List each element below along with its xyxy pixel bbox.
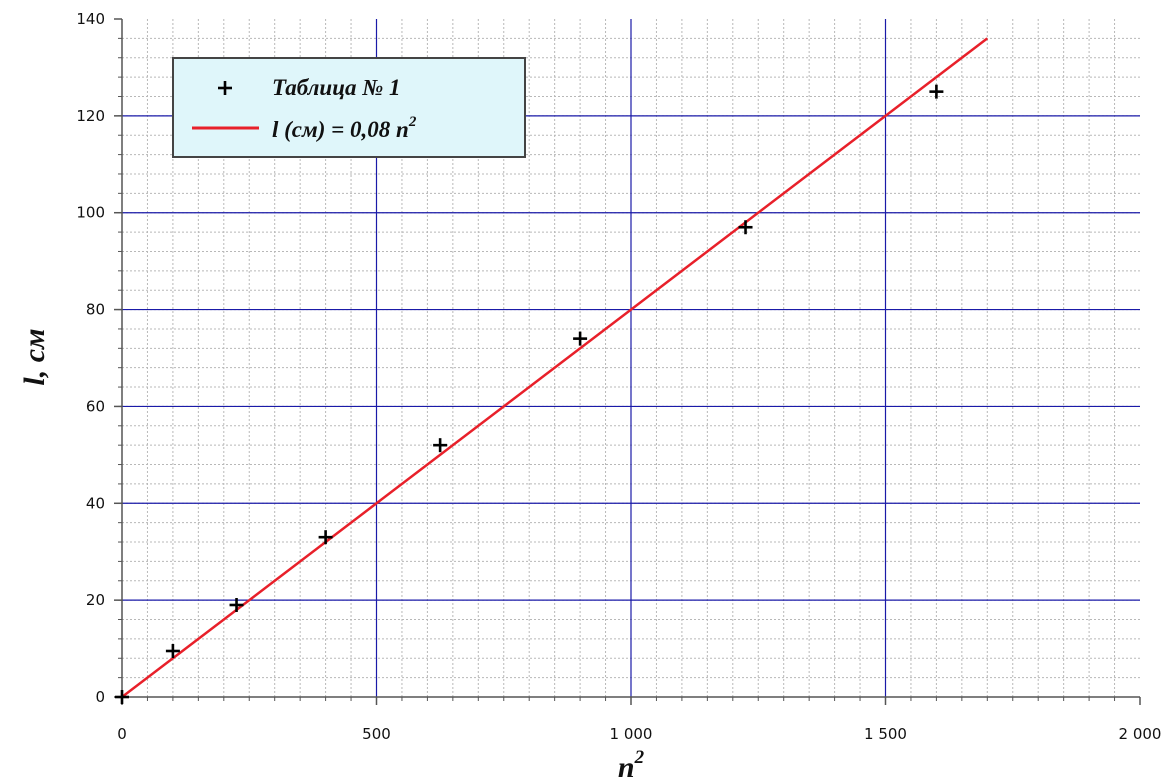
y-tick-label: 0: [95, 688, 105, 706]
data-point: [318, 530, 333, 545]
x-axis-title-superscript: 2: [634, 747, 645, 768]
series-layer: [115, 37, 989, 704]
y-axis-ticks: 0 20 40 60 80 100 120 140: [76, 10, 122, 706]
y-axis-title: l, см: [18, 328, 51, 385]
y-tick-label: 40: [86, 494, 105, 512]
x-tick-label: 2 000: [1119, 725, 1162, 743]
x-axis-title-base: n: [618, 751, 635, 781]
minor-grid: [122, 19, 1140, 697]
y-tick-label: 120: [76, 107, 105, 125]
y-tick-label: 60: [86, 397, 105, 415]
x-tick-label: 0: [117, 725, 127, 743]
x-axis-ticks: 0 500 1 000 1 500 2 000: [117, 697, 1161, 743]
legend-label-series-2-superscript: 2: [408, 114, 417, 130]
legend-label-series-2: l (см) = 0,08 n2: [272, 114, 417, 142]
y-tick-label: 20: [86, 591, 105, 609]
y-tick-label: 80: [86, 301, 105, 319]
data-point: [738, 220, 753, 235]
data-point: [229, 597, 244, 612]
legend-marker-plus: [218, 81, 232, 95]
legend-label-series-1: Таблица № 1: [272, 75, 401, 100]
y-tick-label: 100: [76, 204, 105, 222]
legend: Таблица № 1 l (см) = 0,08 n2: [172, 57, 526, 158]
legend-box: [172, 57, 526, 158]
data-point: [573, 331, 588, 346]
x-tick-label: 1 500: [864, 725, 907, 743]
legend-label-series-2-base: l (см) = 0,08 n: [272, 117, 409, 142]
fit-line: [121, 37, 989, 698]
x-axis-title: n2: [618, 747, 645, 781]
x-tick-label: 1 000: [610, 725, 653, 743]
data-point: [115, 690, 129, 704]
data-point: [165, 643, 180, 658]
legend-plus-mark: [218, 81, 232, 95]
data-point: [929, 84, 944, 99]
data-point: [433, 438, 448, 453]
x-tick-label: 500: [362, 725, 391, 743]
y-tick-label: 140: [76, 10, 105, 28]
